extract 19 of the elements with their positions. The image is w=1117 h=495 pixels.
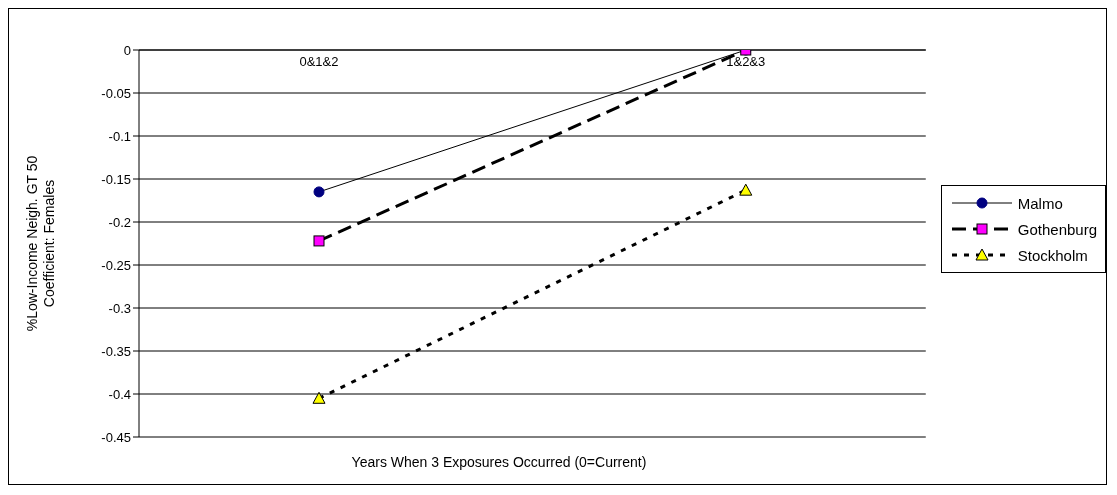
x-tick-label: 1&2&3 bbox=[726, 54, 766, 69]
legend-label: Gothenburg bbox=[1017, 220, 1097, 238]
point bbox=[313, 235, 325, 247]
y-tick-label: -0.25 bbox=[101, 257, 131, 273]
y-tick-label: -0.35 bbox=[101, 343, 131, 359]
y-tick-label: -0.1 bbox=[108, 128, 131, 144]
y-tick-label: -0.45 bbox=[101, 429, 131, 445]
y-tick-label: -0.2 bbox=[108, 214, 131, 230]
legend-label: Stockholm bbox=[1017, 246, 1088, 264]
y-tick-label: -0.3 bbox=[108, 300, 131, 316]
y-tick-label: -0.15 bbox=[101, 171, 131, 187]
y-tick-label: 0 bbox=[123, 42, 131, 58]
x-axis-title: Years When 3 Exposures Occurred (0=Current) bbox=[350, 454, 648, 470]
y-tick-label: -0.4 bbox=[108, 386, 131, 402]
point bbox=[313, 186, 325, 198]
y-tick-label: -0.05 bbox=[101, 85, 131, 101]
y-axis-title: %Low-Income Neigh. GT 50 Coefficient: Females bbox=[24, 155, 57, 332]
x-tick-label: 0&1&2 bbox=[299, 54, 339, 69]
legend-label: Malmo bbox=[1017, 194, 1063, 212]
